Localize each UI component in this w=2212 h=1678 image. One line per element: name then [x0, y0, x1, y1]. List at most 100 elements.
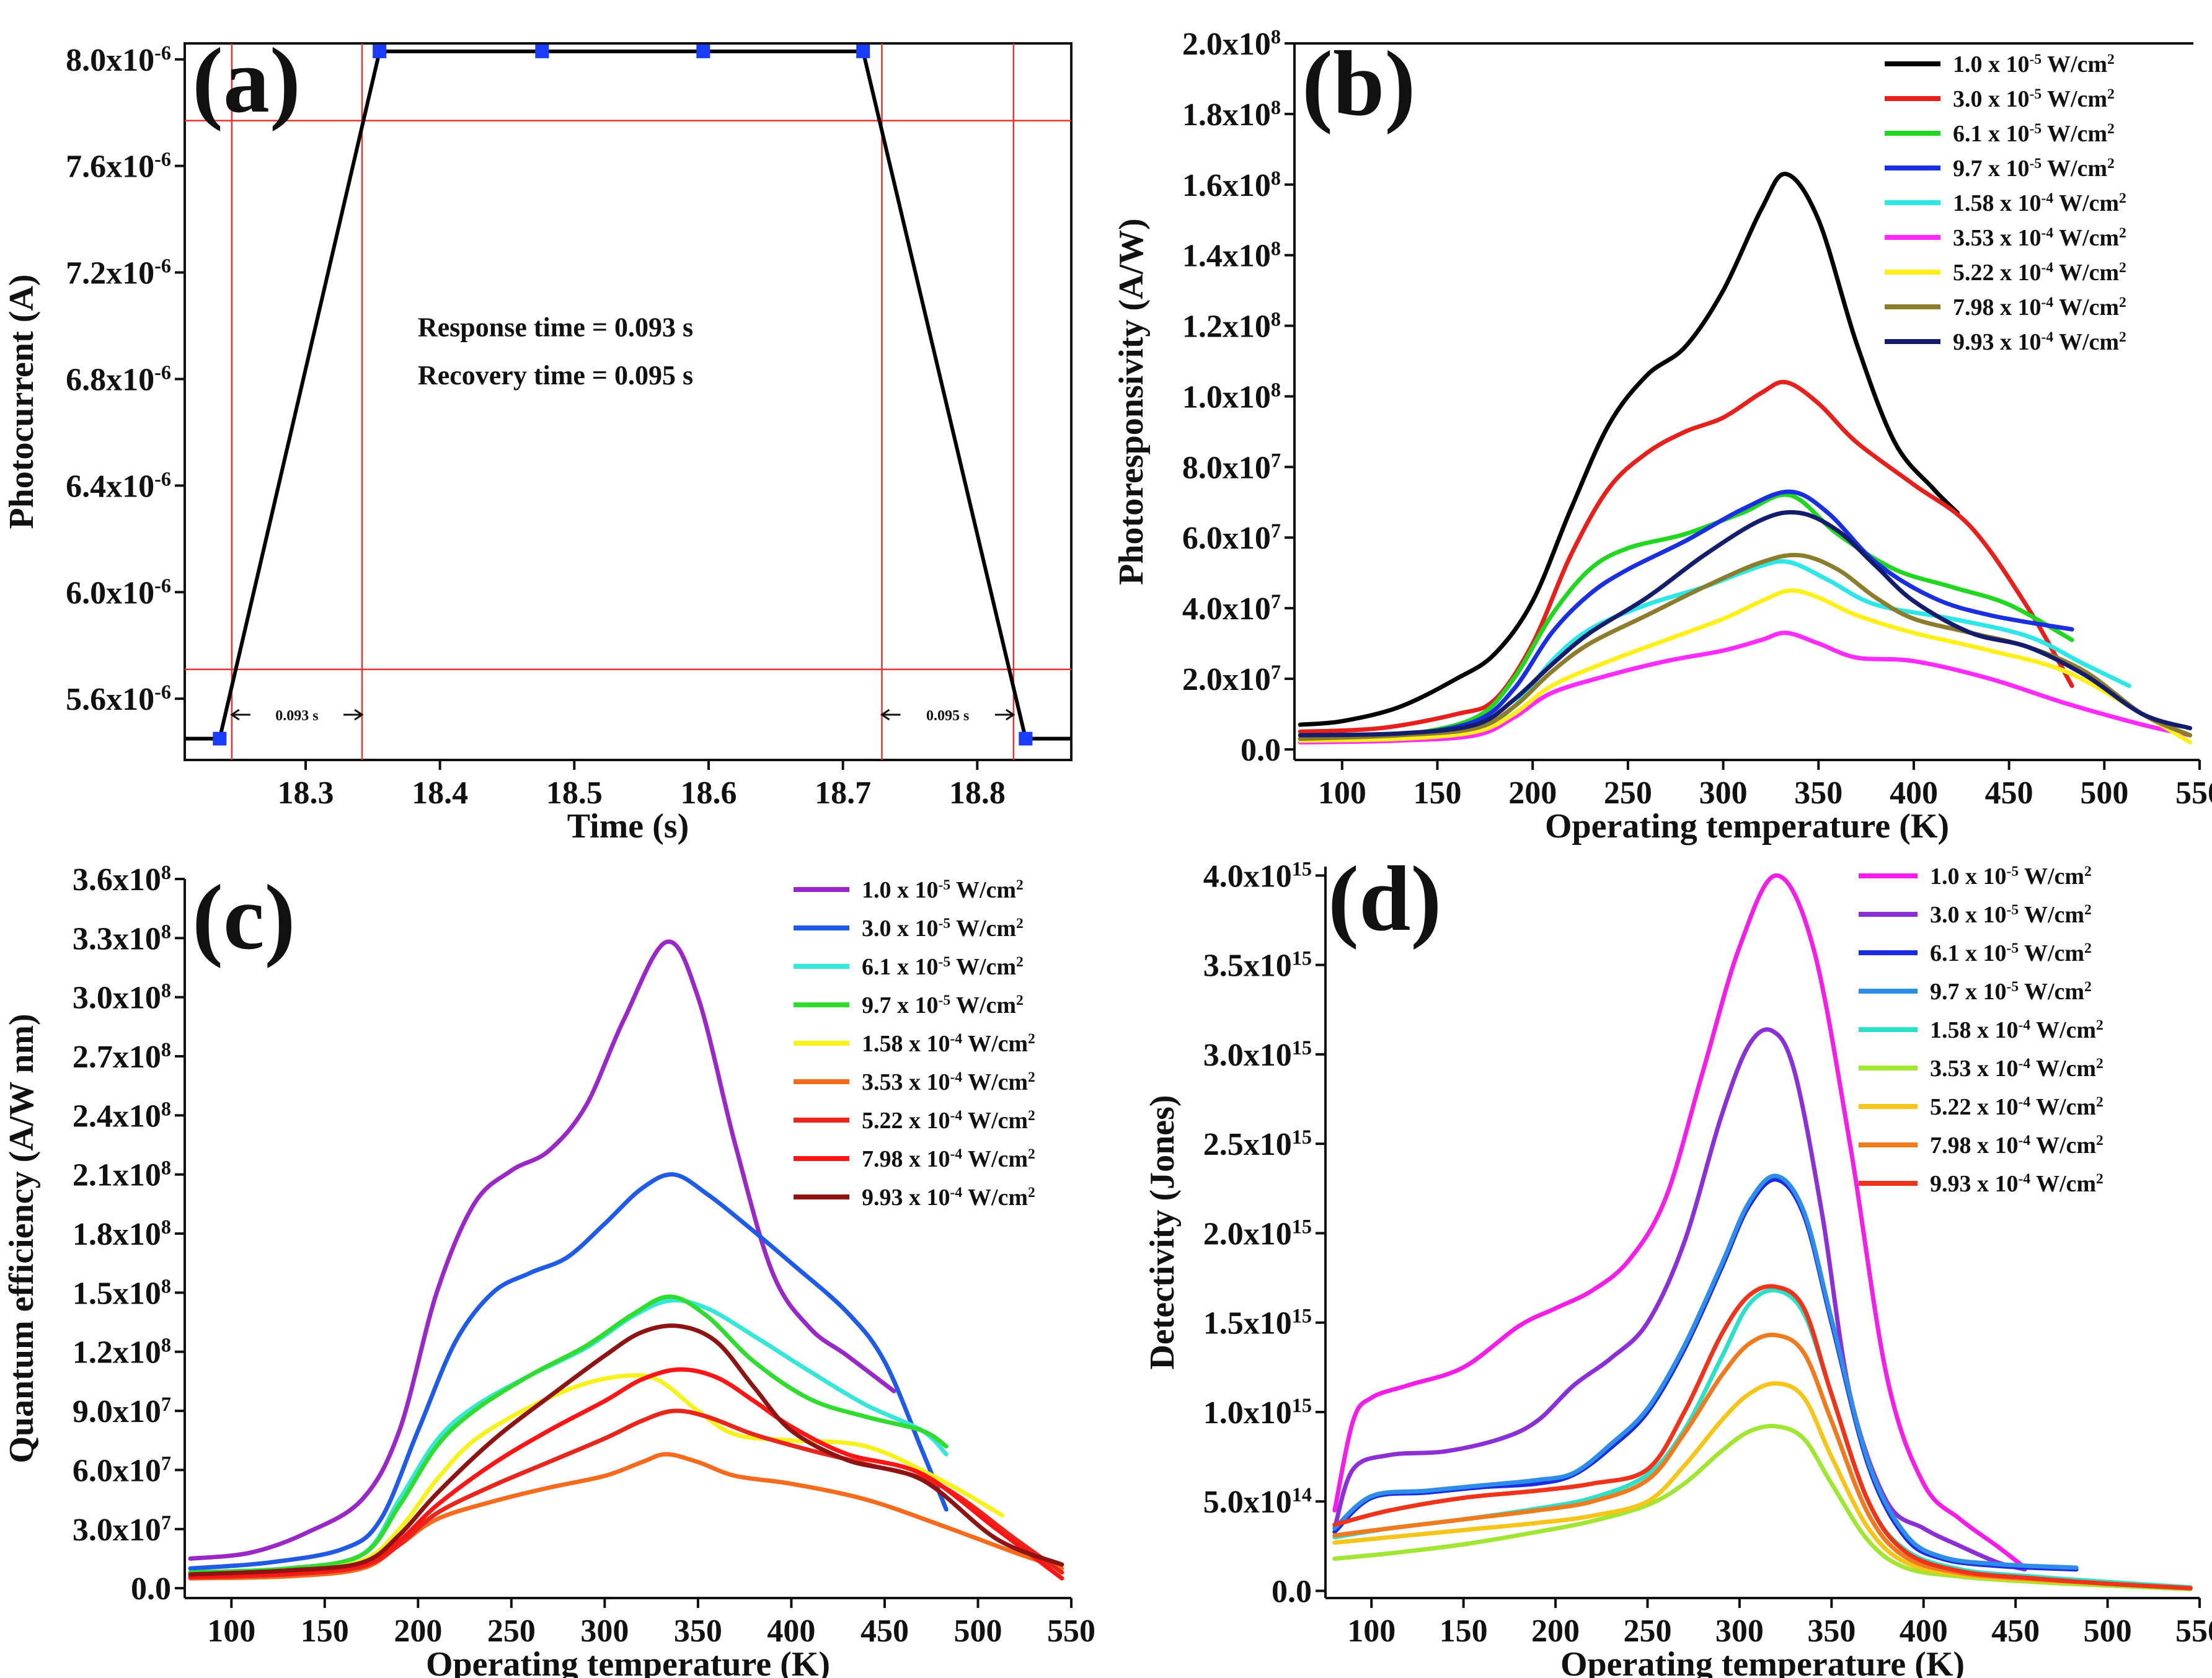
y-tick-label: 1.5x1015 [1203, 1305, 1312, 1341]
text-part: 6.0x10 [73, 1453, 161, 1488]
legend-label: 1.0 x 10-5 W/cm2 [1930, 863, 2092, 890]
superscript: 8 [161, 1038, 171, 1061]
text-part: W/cm [950, 992, 1016, 1018]
legend-label: 7.98 x 10-4 W/cm2 [862, 1146, 1035, 1172]
legend-label: 3.0 x 10-5 W/cm2 [862, 916, 1024, 942]
text-part: 6.0x10 [66, 575, 154, 611]
text-part: W/cm [2042, 121, 2107, 147]
text-part: 8.0x10 [66, 43, 154, 78]
superscript: 2 [2096, 1056, 2104, 1072]
text-part: W/cm [962, 1031, 1028, 1057]
superscript: 8 [161, 920, 171, 942]
text-part: W/cm [2053, 294, 2119, 320]
text-part: 1.5x10 [1203, 1306, 1292, 1341]
text-part: W/cm [962, 1069, 1028, 1095]
text-part: W/cm [962, 1108, 1028, 1134]
x-tick-label: 400 [1900, 1614, 1948, 1649]
superscript: 7 [1271, 519, 1281, 542]
legend-label: 9.93 x 10-4 W/cm2 [1930, 1171, 2104, 1197]
text-part: W/cm [2019, 940, 2084, 966]
plot-frame [184, 42, 1073, 761]
superscript: 2 [2084, 979, 2092, 995]
data-point-marker [535, 44, 549, 58]
y-tick-label: 2.5x1015 [1203, 1126, 1312, 1162]
superscript: 2 [1028, 1031, 1035, 1047]
superscript: -5 [2007, 979, 2019, 995]
series-line [1298, 630, 2193, 744]
y-tick-label: 4.0x107 [1182, 590, 1281, 627]
text-part: 9.0x10 [73, 1394, 161, 1429]
text-part: 3.0x10 [73, 1512, 161, 1548]
x-axis-title: Operating temperature (K) [1560, 1645, 1965, 1678]
y-axis-title: Detectivity (Jones) [1143, 1095, 1182, 1369]
superscript: 8 [161, 861, 171, 883]
series-line [188, 1172, 949, 1571]
superscript: -5 [939, 877, 951, 893]
text-part: 4.0x10 [1203, 859, 1292, 894]
x-tick-label: 550 [2175, 775, 2212, 811]
text-part: 2.7x10 [73, 1040, 161, 1075]
fall-width-label: 0.095 s [926, 708, 969, 724]
superscript: -4 [2042, 329, 2054, 345]
series-line [1332, 1173, 2079, 1570]
x-tick-label: 18.8 [949, 775, 1006, 811]
superscript: 15 [1292, 1394, 1312, 1416]
y-tick-label: 0.0 [1241, 733, 1281, 768]
legend-label: 1.58 x 10-4 W/cm2 [1930, 1017, 2104, 1043]
text-part: W/cm [2019, 863, 2084, 890]
superscript: 15 [1292, 1305, 1312, 1327]
x-tick-label: 18.5 [546, 775, 603, 811]
x-axis-title: Operating temperature (K) [1545, 807, 1949, 846]
x-tick-label: 450 [860, 1614, 909, 1649]
text-part: 9.93 x 10 [1953, 329, 2042, 355]
superscript: 2 [2084, 863, 2092, 880]
text-part: 7.98 x 10 [1930, 1133, 2019, 1159]
legend-label: 3.0 x 10-5 W/cm2 [1930, 902, 2092, 928]
y-tick-label: 2.7x108 [73, 1038, 171, 1075]
legend-label: 5.22 x 10-4 W/cm2 [1930, 1094, 2104, 1120]
text-part: 2.4x10 [73, 1098, 161, 1134]
series-line [1298, 172, 1960, 727]
legend-label: 1.0 x 10-5 W/cm2 [862, 877, 1024, 903]
data-point-marker [213, 731, 227, 746]
x-tick-label: 450 [1985, 775, 2033, 811]
text-part: 1.4x10 [1182, 239, 1271, 274]
legend-label: 3.53 x 10-4 W/cm2 [1953, 225, 2126, 251]
superscript: 8 [161, 1274, 171, 1297]
text-part: 1.0x10 [1182, 379, 1271, 415]
text-part: 1.58 x 10 [862, 1031, 950, 1057]
superscript: 2 [2119, 329, 2126, 345]
superscript: -5 [939, 954, 951, 970]
text-part: 9.7 x 10 [1953, 156, 2030, 182]
superscript: -6 [154, 42, 171, 64]
x-tick-label: 18.3 [278, 775, 334, 811]
series-line [188, 1367, 1064, 1581]
x-tick-label: 350 [1807, 1614, 1856, 1649]
x-tick-label: 300 [1715, 1614, 1764, 1649]
text-part: 2.0x10 [1203, 1216, 1292, 1252]
y-tick-label: 2.0x108 [1182, 25, 1281, 62]
panel-label: (d) [1328, 847, 1441, 950]
panel-label: (a) [192, 29, 301, 132]
y-tick-label: 7.6x10-6 [66, 148, 171, 185]
x-tick-label: 200 [394, 1614, 442, 1649]
superscript: 8 [1271, 96, 1281, 118]
text-part: 1.2x10 [1182, 309, 1271, 345]
y-axis-title: Photocurrent (A) [2, 274, 41, 529]
superscript: -4 [950, 1146, 963, 1162]
y-tick-label: 0.0 [131, 1571, 171, 1607]
y-tick-label: 3.0x107 [73, 1511, 171, 1548]
text-part: W/cm [2019, 979, 2084, 1005]
y-tick-label: 1.2x108 [73, 1334, 171, 1371]
series-line [1298, 379, 2074, 734]
x-tick-label: 100 [1347, 1614, 1396, 1649]
fall-arrow-left [880, 709, 901, 721]
y-tick-label: 2.0x1015 [1203, 1215, 1312, 1252]
superscript: 2 [2119, 225, 2126, 241]
superscript: -6 [154, 574, 171, 596]
text-part: 9.93 x 10 [862, 1185, 950, 1211]
text-part: 9.93 x 10 [1930, 1171, 2019, 1197]
text-part: 1.2x10 [73, 1335, 161, 1371]
x-tick-label: 150 [301, 1614, 349, 1649]
